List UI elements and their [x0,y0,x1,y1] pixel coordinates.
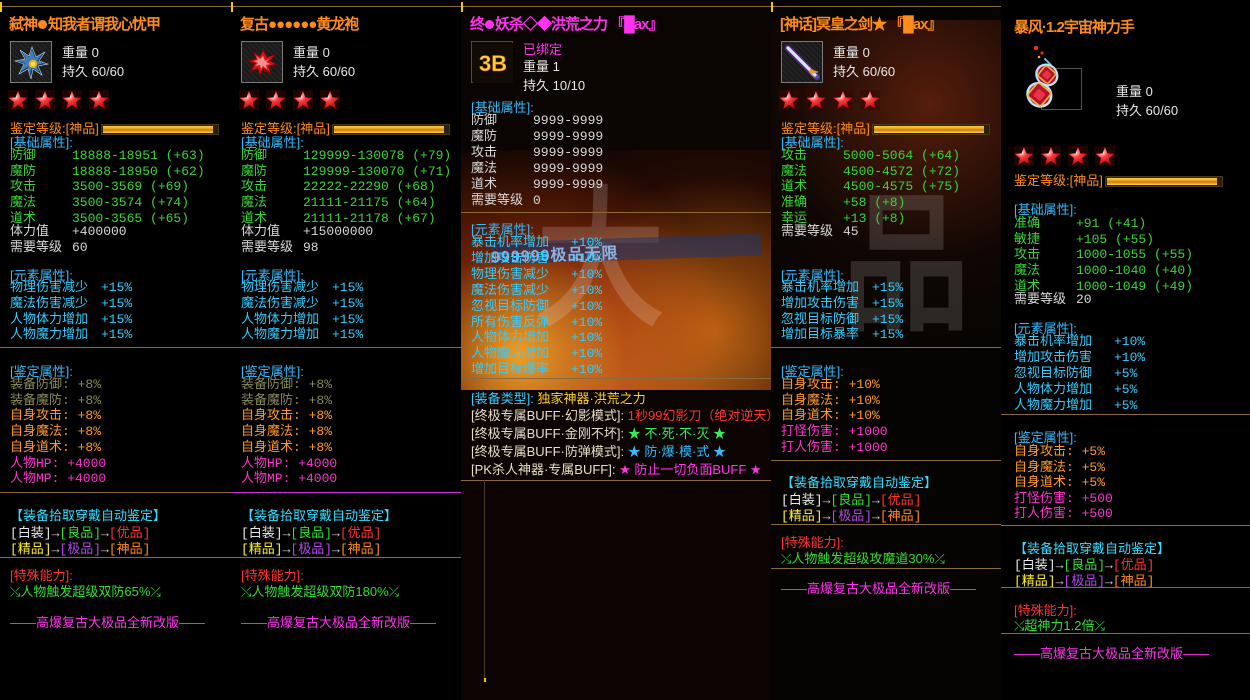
svg-text:3B: 3B [479,51,507,76]
